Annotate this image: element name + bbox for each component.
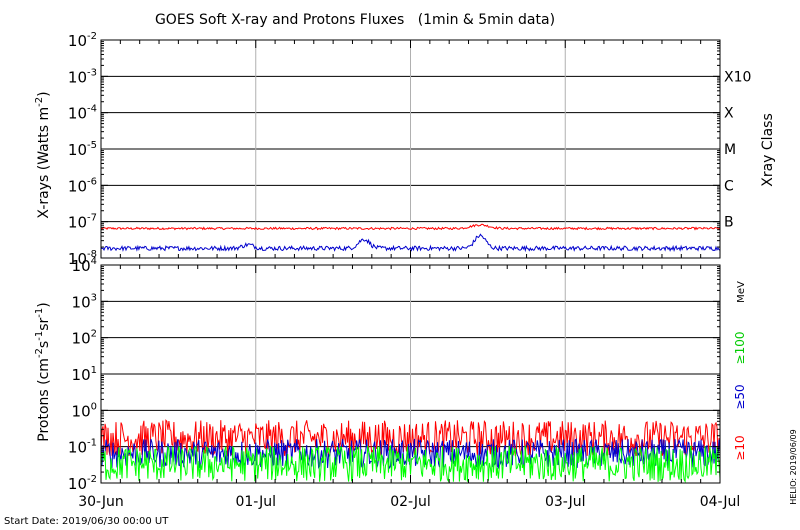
x-tick-label: 30-Jun: [78, 494, 124, 510]
xray-y-tick-label: 10-5: [68, 140, 97, 159]
proton-y-tick-label: 10-2: [68, 474, 97, 493]
xray-class-label: X10: [724, 69, 751, 85]
proton-y-tick-label: 100: [72, 401, 97, 420]
proton-y-tick-label: 10-1: [68, 438, 97, 457]
xray-class-label: B: [724, 215, 734, 231]
xray-class-title: Xray Class: [760, 113, 776, 187]
xray-y-tick-label: 10-7: [68, 213, 97, 232]
xray-series-line-0: [100, 223, 721, 231]
xray-y-tick-label: 10-8: [68, 249, 97, 268]
proton-series-line-2: [100, 445, 721, 483]
xray-y-tick-label: 10-4: [68, 104, 97, 123]
proton-y-axis-title: Protons (cm-2s-1sr-1): [34, 302, 52, 441]
xray-y-tick-label: 10-2: [68, 31, 97, 50]
xray-y-axis-title: X-rays (Watts m-2): [34, 91, 52, 218]
energy-unit-label: MeV: [736, 281, 747, 303]
xray-class-label: M: [724, 142, 736, 158]
legend-ge100: ≥100: [733, 332, 747, 365]
xray-series-line-1: [100, 233, 721, 253]
legend-ge50: ≥50: [733, 384, 747, 409]
x-tick-label: 03-Jul: [545, 494, 586, 510]
xray-y-tick-label: 10-3: [68, 67, 97, 86]
proton-y-tick-label: 103: [72, 292, 97, 311]
proton-y-tick-label: 101: [72, 365, 97, 384]
x-tick-label: 04-Jul: [700, 494, 741, 510]
xray-class-label: C: [724, 178, 734, 194]
x-axis-tick-labels: 30-Jun 01-Jul 02-Jul 03-Jul 04-Jul: [78, 494, 740, 510]
credit-label: HELIO: 2019/06/09: [789, 429, 798, 504]
legend-ge10: ≥10: [733, 435, 747, 460]
xray-class-label: X: [724, 106, 734, 122]
xray-y-tick-label: 10-6: [68, 176, 97, 195]
xray-panel: 10-8 10-7 10-6 10-5 10-4 10-3 10-2 B C M X X10: [68, 31, 751, 268]
x-tick-label: 02-Jul: [390, 494, 431, 510]
proton-y-tick-label: 104: [72, 256, 97, 275]
start-date-label: Start Date: 2019/06/30 00:00 UT: [4, 516, 169, 527]
proton-panel: 10-2 10-1 100 101 102 103 104: [68, 256, 721, 493]
proton-y-tick-label: 102: [72, 329, 97, 348]
proton-series-line-1: [100, 438, 721, 470]
x-tick-label: 01-Jul: [235, 494, 276, 510]
chart-title: GOES Soft X-ray and Protons Fluxes (1min…: [155, 12, 555, 28]
